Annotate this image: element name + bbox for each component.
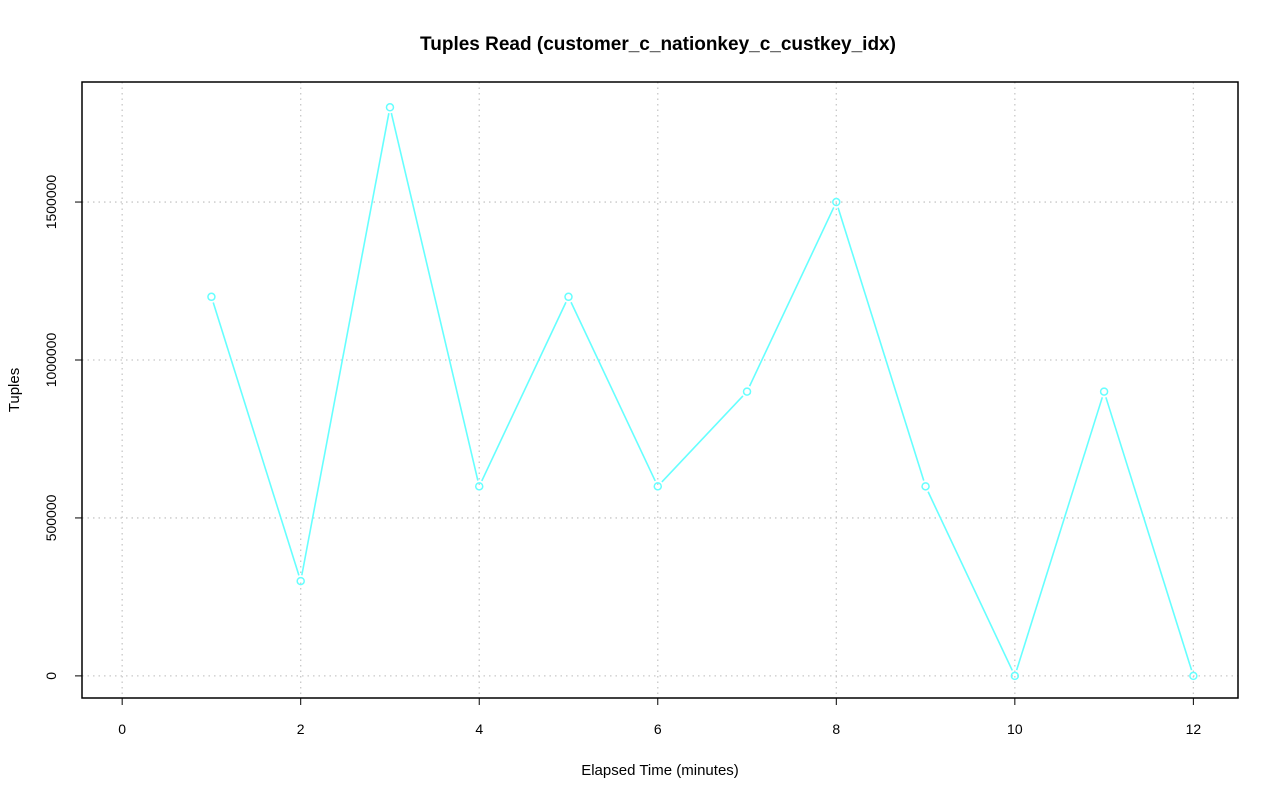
data-point bbox=[742, 387, 752, 396]
y-tick-label: 500000 bbox=[43, 494, 59, 541]
x-axis: 0 2 4 6 8 10 12 bbox=[118, 698, 1201, 737]
data-point bbox=[385, 103, 395, 112]
x-tick-label: 4 bbox=[475, 721, 483, 737]
x-axis-label: Elapsed Time (minutes) bbox=[581, 762, 739, 779]
series-line-segment bbox=[481, 301, 567, 482]
x-tick-label: 2 bbox=[297, 721, 305, 737]
y-axis: 0 500000 1000000 1500000 bbox=[43, 175, 82, 680]
plot-frame bbox=[81, 81, 1239, 699]
data-point bbox=[832, 197, 841, 207]
series-line-segment bbox=[927, 491, 1014, 671]
x-tick-label: 6 bbox=[654, 721, 662, 737]
x-tick-label: 12 bbox=[1186, 721, 1202, 737]
series-line-segment bbox=[661, 395, 744, 483]
series-line-segment bbox=[301, 113, 390, 576]
data-point bbox=[474, 482, 484, 491]
data-point bbox=[653, 482, 663, 491]
x-tick-label: 10 bbox=[1007, 721, 1023, 737]
series-line-segment bbox=[390, 112, 479, 481]
y-tick-label: 1500000 bbox=[43, 175, 59, 230]
data-point bbox=[296, 576, 305, 586]
data-point bbox=[564, 292, 573, 302]
y-tick-label: 1000000 bbox=[43, 333, 59, 388]
data-point bbox=[207, 292, 216, 302]
y-axis-label: Tuples bbox=[6, 368, 23, 412]
grid bbox=[82, 82, 1238, 698]
series-line-segment bbox=[1105, 397, 1193, 671]
data-point bbox=[921, 482, 930, 491]
y-tick-label: 0 bbox=[43, 672, 59, 680]
series-line-segment bbox=[570, 301, 656, 482]
chart-title: Tuples Read (customer_c_nationkey_c_cust… bbox=[420, 34, 896, 55]
series-line-segment bbox=[1015, 397, 1104, 671]
series-line-segment bbox=[837, 207, 925, 481]
series-line-segment bbox=[748, 207, 835, 387]
data-point bbox=[1010, 671, 1020, 681]
x-tick-label: 0 bbox=[118, 721, 126, 737]
series-line-segment bbox=[212, 302, 300, 576]
x-tick-label: 8 bbox=[832, 721, 840, 737]
data-point bbox=[1189, 671, 1198, 681]
data-point bbox=[1099, 387, 1109, 396]
series-layer bbox=[207, 103, 1198, 681]
